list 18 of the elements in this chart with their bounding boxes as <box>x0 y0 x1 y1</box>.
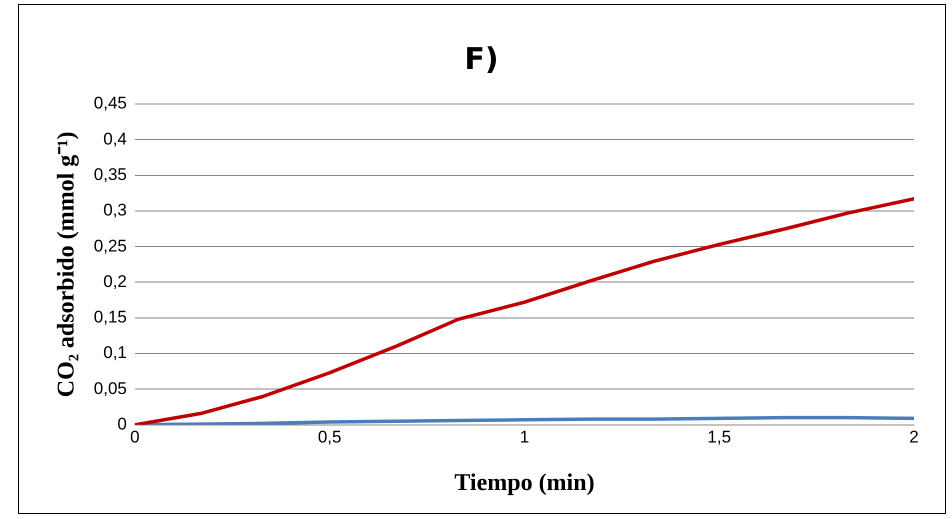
x-tick-label: 1,5 <box>707 428 732 447</box>
y-tick-label: 0,4 <box>103 129 127 148</box>
y-tick-label: 0,2 <box>103 272 127 291</box>
y-tick-label: 0,45 <box>94 94 127 113</box>
x-tick-label: 0 <box>130 428 140 447</box>
x-axis-title: Tiempo (min) <box>454 470 595 496</box>
x-tick-label: 0,5 <box>318 428 342 447</box>
y-tick-label: 0 <box>117 414 127 434</box>
x-tick-label: 2 <box>909 428 919 447</box>
y-tick-label: 0,35 <box>94 164 127 184</box>
x-tick-label: 1 <box>520 428 530 447</box>
y-tick-label: 0,1 <box>103 343 127 362</box>
y-tick-label: 0,3 <box>103 200 127 220</box>
y-axis-title: CO₂ adsorbido (mmol g⁻¹) <box>54 132 80 398</box>
y-tick-label: 0,15 <box>94 308 127 327</box>
chart-title: F) <box>464 42 499 77</box>
y-tick-label: 0,05 <box>94 378 127 398</box>
y-tick-label: 0,25 <box>94 236 127 256</box>
